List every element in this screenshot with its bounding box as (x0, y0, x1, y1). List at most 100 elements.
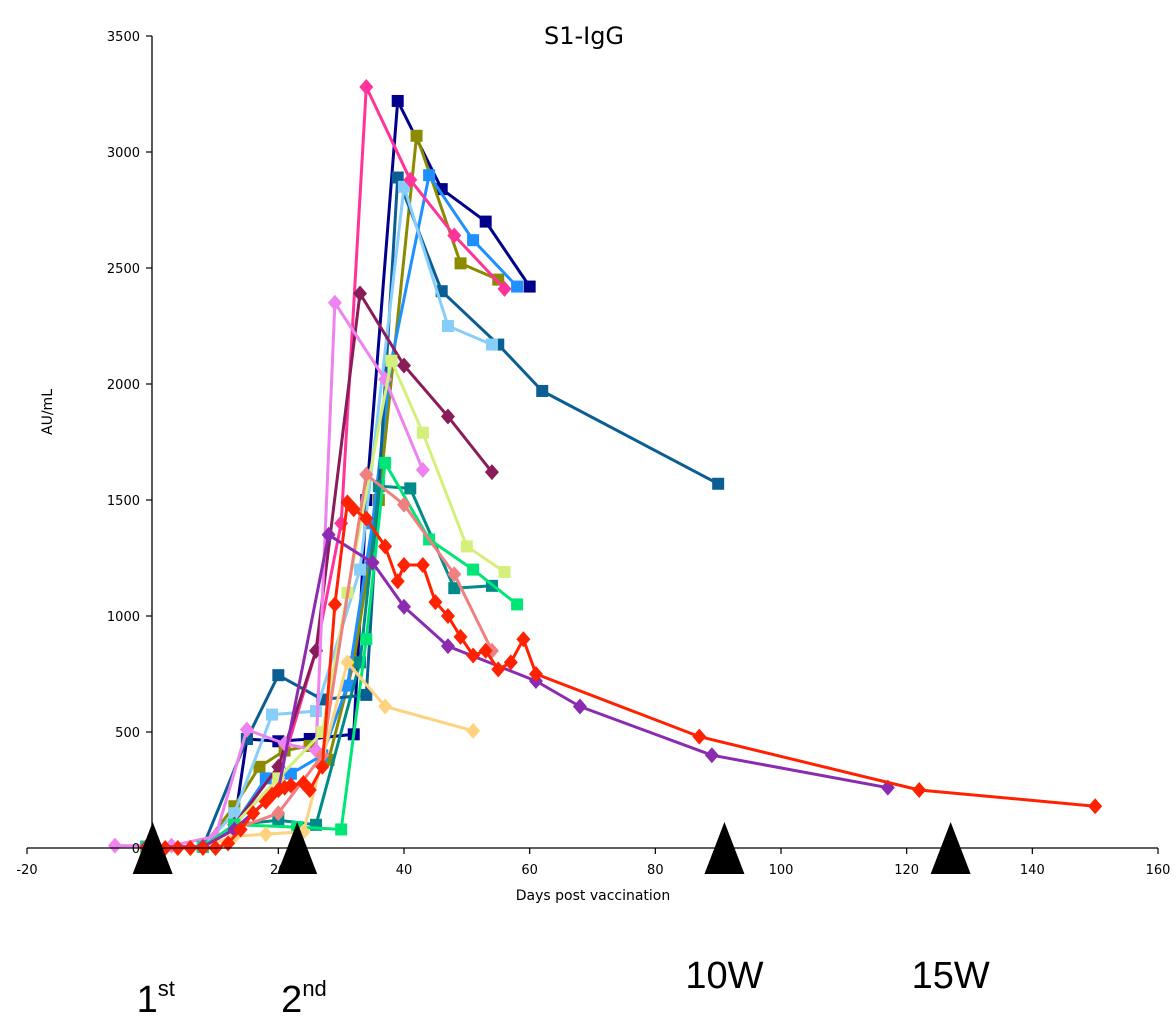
y-axis-title: AU/mL (40, 389, 56, 435)
y-tick-label: 0 (132, 842, 140, 857)
data-point (340, 654, 355, 671)
data-point (253, 760, 266, 773)
data-point (440, 638, 455, 655)
dose-label-sup: nd (302, 976, 326, 1001)
x-tick-label: 80 (647, 863, 664, 878)
data-point (415, 556, 430, 573)
dose-label: 15W (912, 955, 990, 997)
dose-label-text: 10W (685, 955, 763, 997)
data-point (107, 837, 122, 854)
data-point (321, 526, 336, 543)
data-point (385, 354, 398, 367)
dose-layer: 1st 2nd 10W 15W (132, 822, 990, 1019)
data-point (327, 294, 342, 311)
series-line (146, 500, 1096, 850)
x-tick-label: -20 (16, 863, 37, 878)
x-tick-label: 60 (521, 863, 538, 878)
data-point (479, 215, 492, 228)
data-point (435, 183, 448, 196)
dose-label-sup: st (158, 976, 175, 1001)
series-line (146, 533, 889, 849)
x-tick-label: 40 (396, 863, 413, 878)
data-point (536, 384, 549, 397)
data-point (327, 596, 342, 613)
data-point (404, 482, 417, 495)
dose-label: 1st (137, 976, 175, 1019)
dose-arrow-icon (277, 822, 318, 874)
data-point (454, 257, 467, 270)
y-tick-label: 500 (115, 726, 140, 741)
data-point (359, 466, 374, 483)
dose-arrow-icon (704, 822, 745, 874)
series-line (146, 660, 474, 849)
data-point (266, 708, 279, 721)
data-point (239, 721, 254, 738)
data-point (390, 573, 405, 590)
data-point (397, 598, 411, 615)
series-layer (107, 79, 1103, 856)
data-point (448, 582, 461, 595)
data-point (354, 563, 367, 576)
data-point (423, 169, 436, 182)
data-point (359, 510, 374, 527)
data-point (712, 477, 725, 490)
data-point (516, 631, 531, 648)
data-point (692, 728, 707, 745)
data-point (410, 129, 423, 142)
data-point (341, 679, 354, 692)
data-point (491, 661, 506, 678)
data-point (403, 171, 418, 188)
data-point (497, 280, 512, 297)
data-point (440, 608, 455, 624)
data-point (360, 633, 373, 646)
chart-title: S1-IgG (544, 22, 624, 50)
data-point (335, 823, 348, 836)
data-point (258, 826, 273, 843)
x-tick-label: 120 (894, 863, 919, 878)
data-point (467, 234, 480, 247)
data-point (528, 666, 543, 682)
y-tick-label: 2500 (107, 262, 140, 277)
data-point (378, 698, 393, 715)
data-point (302, 782, 317, 798)
data-point (246, 805, 261, 822)
data-point (415, 461, 430, 478)
data-point (466, 647, 481, 664)
series-line (146, 461, 519, 849)
data-point (283, 777, 298, 794)
data-point (378, 538, 393, 555)
series-8 (107, 294, 430, 854)
data-point (360, 688, 373, 701)
data-point (441, 320, 454, 332)
data-point (572, 698, 587, 715)
data-point (416, 426, 429, 439)
data-point (503, 654, 518, 671)
ticks-layer: -200204060801001201401600500100015002000… (16, 30, 1170, 878)
data-point (704, 747, 719, 764)
x-axis-title: Days post vaccination (516, 888, 671, 904)
data-point (391, 171, 404, 184)
data-point (485, 338, 498, 351)
data-point (397, 556, 411, 573)
data-point (492, 273, 505, 286)
x-tick-label: 140 (1020, 863, 1045, 878)
data-point (379, 456, 392, 469)
dose-label: 2nd (281, 976, 327, 1019)
data-point (440, 408, 455, 425)
data-point (511, 280, 524, 293)
data-point (346, 501, 361, 518)
dose-label-text: 1 (137, 979, 158, 1019)
data-point (511, 598, 524, 611)
data-point (233, 821, 248, 838)
data-point (397, 357, 411, 374)
data-point (272, 669, 285, 682)
data-point (1088, 798, 1103, 815)
data-point (315, 758, 330, 775)
data-point (460, 540, 473, 553)
data-point (391, 94, 404, 107)
data-point (365, 554, 380, 571)
data-point (397, 496, 411, 513)
data-point (428, 594, 443, 611)
y-tick-label: 1000 (107, 610, 140, 625)
